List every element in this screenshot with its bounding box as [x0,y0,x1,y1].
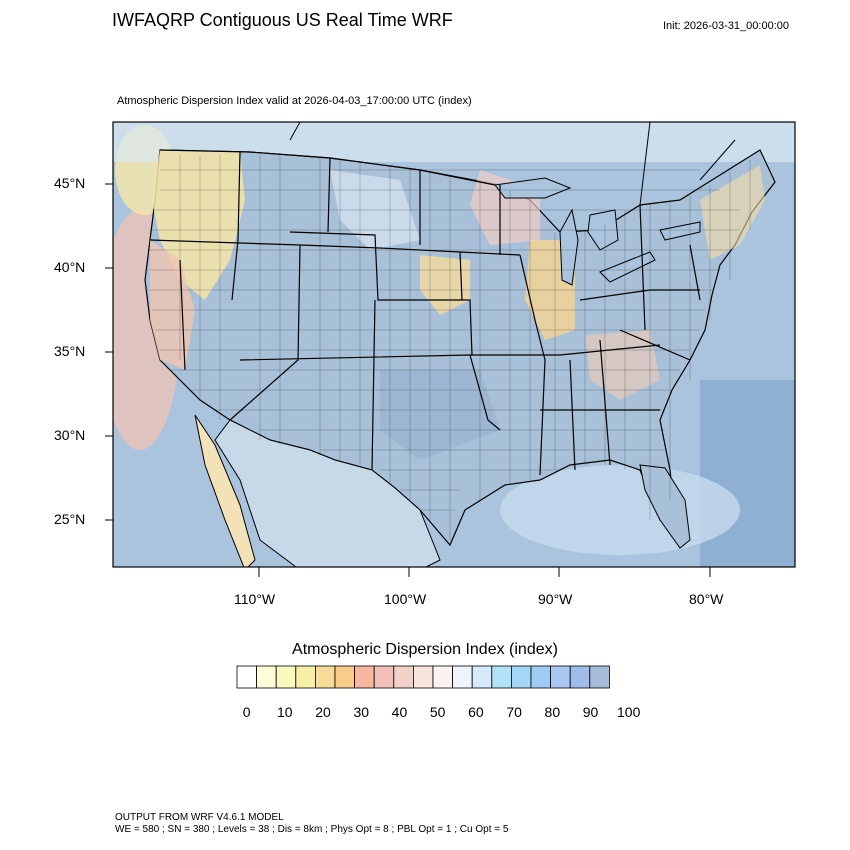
map-frame [112,121,796,568]
latitude-ticks [105,183,113,521]
legend-tick-label: 80 [544,704,561,720]
atlantic-field [700,380,795,567]
lat-label: 30°N [54,427,86,443]
legend-tick-label: 60 [468,704,484,720]
lon-label: 110°W [234,591,276,607]
lat-label: 45°N [54,175,86,191]
legend-tick-label: 50 [429,704,446,720]
map-subtitle: Atmospheric Dispersion Index valid at 20… [117,95,472,107]
legend-tick-label: 30 [353,704,370,720]
legend-tick-label: 20 [315,704,331,720]
lake-michigan [559,208,579,286]
legend-tick-label: 10 [277,704,293,720]
longitude-ticks [258,567,711,577]
legend-title: Atmospheric Dispersion Index (index) [292,641,558,658]
mexico-landmass [214,419,441,567]
florida-peninsula [639,464,691,549]
map-plot-area [113,122,795,567]
lon-label: 100°W [384,591,427,607]
lake-erie [599,251,656,283]
legend-tick-label: 100 [617,704,641,720]
lat-label: 35°N [54,343,86,359]
legend-tick-label: 0 [242,704,251,720]
init-time-label: Init: 2026-03-31_00:00:00 [663,20,789,32]
legend-tick-label: 40 [391,704,408,720]
new-england-region [700,165,765,260]
baja-peninsula [194,414,256,567]
legend-tick-label: 90 [582,704,599,720]
lat-label: 40°N [54,259,86,275]
legend-tick-label: 70 [506,704,522,720]
model-info-line-1: OUTPUT FROM WRF V4.6.1 MODEL [115,812,284,823]
county-boundaries [150,155,751,540]
canada-border [159,149,496,186]
canada-province-lines [289,122,736,206]
lake-superior [494,177,572,199]
lon-label: 90°W [538,591,573,607]
chart-title: IWFAQRP Contiguous US Real Time WRF [112,10,453,30]
lon-label: 80°W [689,591,724,607]
lat-label: 25°N [54,511,86,527]
model-info-line-2: WE = 580 ; SN = 380 ; Levels = 38 ; Dis … [115,824,509,835]
